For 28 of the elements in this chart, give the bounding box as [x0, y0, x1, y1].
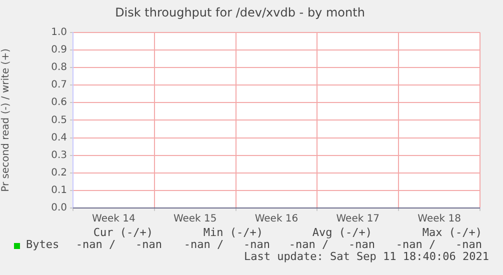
chart-title: Disk throughput for /dev/xvdb - by month [115, 5, 365, 20]
y-tick-label: 0.9 [51, 44, 67, 56]
text: Min (-/+) [203, 226, 263, 239]
y-tick-label: 0.0 [51, 202, 67, 214]
text: Last update: Sat Sep 11 18:40:06 2021 [244, 250, 489, 263]
y-tick-label: 0.3 [51, 150, 67, 161]
x-tick-label: Week 17 [336, 214, 380, 225]
text: -nan / -nan [396, 238, 482, 251]
y-tick-label: 0.6 [51, 97, 67, 108]
text: Avg (-/+) [312, 226, 372, 239]
text: Max (-/+) [422, 226, 482, 239]
x-tick-label: Week 18 [418, 214, 461, 225]
y-tick-label: 0.2 [51, 167, 67, 178]
legend-label: Bytes [26, 238, 60, 251]
x-tick-label: Week 16 [254, 214, 298, 225]
y-tick-label: 0.4 [51, 132, 67, 144]
y-tick-label: 0.1 [51, 185, 67, 196]
x-tick-label: Week 14 [92, 214, 136, 225]
y-tick-label: 0.8 [51, 62, 67, 74]
y-tick-label: 0.7 [51, 80, 67, 91]
text: Cur (-/+) [93, 226, 153, 239]
x-tick-label: Week 15 [173, 214, 217, 225]
text: -nan / -nan [184, 238, 270, 251]
text: -nan / -nan [76, 238, 162, 251]
y-tick-label: 0.5 [51, 114, 67, 126]
y-tick-label: 1.0 [51, 26, 67, 38]
text: -nan / -nan [288, 238, 375, 251]
y-axis-title: Pr second read (-) / write (+) [0, 48, 12, 192]
